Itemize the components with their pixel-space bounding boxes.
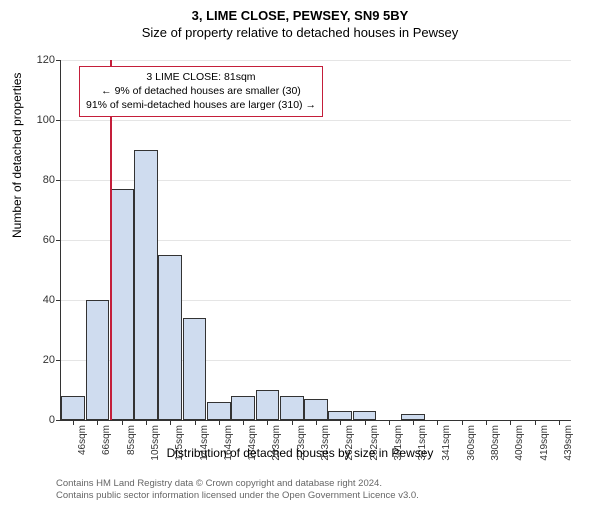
xtick-mark xyxy=(219,420,220,425)
chart-area: 02040608010012046sqm66sqm85sqm105sqm125s… xyxy=(60,60,570,420)
xtick-mark xyxy=(413,420,414,425)
annotation-box: 3 LIME CLOSE: 81sqm← 9% of detached hous… xyxy=(79,66,323,117)
gridline xyxy=(61,120,571,121)
xtick-mark xyxy=(316,420,317,425)
xtick-mark xyxy=(462,420,463,425)
plot-region: 02040608010012046sqm66sqm85sqm105sqm125s… xyxy=(60,60,571,421)
xtick-mark xyxy=(146,420,147,425)
xtick-mark xyxy=(73,420,74,425)
ytick-mark xyxy=(56,360,61,361)
gridline xyxy=(61,60,571,61)
histogram-bar xyxy=(183,318,207,420)
xtick-mark xyxy=(340,420,341,425)
ytick-label: 120 xyxy=(25,54,55,66)
xtick-mark xyxy=(437,420,438,425)
xtick-mark xyxy=(243,420,244,425)
histogram-bar xyxy=(353,411,377,420)
chart-subtitle: Size of property relative to detached ho… xyxy=(0,25,600,40)
ytick-mark xyxy=(56,300,61,301)
xtick-mark xyxy=(97,420,98,425)
ytick-mark xyxy=(56,180,61,181)
xtick-mark xyxy=(122,420,123,425)
histogram-bar xyxy=(158,255,182,420)
footer-line-2: Contains public sector information licen… xyxy=(56,490,419,502)
xtick-mark xyxy=(389,420,390,425)
histogram-bar xyxy=(231,396,255,420)
ytick-mark xyxy=(56,60,61,61)
ytick-label: 100 xyxy=(25,114,55,126)
histogram-bar xyxy=(207,402,231,420)
annotation-line: ← 9% of detached houses are smaller (30) xyxy=(86,84,316,98)
histogram-bar xyxy=(110,189,134,420)
xtick-mark xyxy=(292,420,293,425)
footer-line-1: Contains HM Land Registry data © Crown c… xyxy=(56,478,419,490)
ytick-label: 40 xyxy=(25,294,55,306)
ytick-label: 0 xyxy=(25,414,55,426)
xtick-mark xyxy=(559,420,560,425)
xtick-mark xyxy=(267,420,268,425)
xtick-mark xyxy=(535,420,536,425)
histogram-bar xyxy=(304,399,328,420)
ytick-mark xyxy=(56,420,61,421)
annotation-line: 91% of semi-detached houses are larger (… xyxy=(86,98,316,112)
histogram-bar xyxy=(86,300,110,420)
xtick-mark xyxy=(195,420,196,425)
footer-attribution: Contains HM Land Registry data © Crown c… xyxy=(56,478,419,502)
x-axis-label: Distribution of detached houses by size … xyxy=(0,446,600,460)
xtick-mark xyxy=(170,420,171,425)
ytick-label: 80 xyxy=(25,174,55,186)
ytick-label: 20 xyxy=(25,354,55,366)
y-axis-label: Number of detached properties xyxy=(10,73,24,238)
xtick-mark xyxy=(486,420,487,425)
ytick-label: 60 xyxy=(25,234,55,246)
histogram-bar xyxy=(61,396,85,420)
histogram-bar xyxy=(256,390,280,420)
xtick-mark xyxy=(510,420,511,425)
histogram-bar xyxy=(134,150,158,420)
ytick-mark xyxy=(56,120,61,121)
xtick-mark xyxy=(365,420,366,425)
annotation-line: 3 LIME CLOSE: 81sqm xyxy=(86,70,316,84)
page-title: 3, LIME CLOSE, PEWSEY, SN9 5BY xyxy=(0,8,600,23)
ytick-mark xyxy=(56,240,61,241)
histogram-bar xyxy=(280,396,304,420)
histogram-bar xyxy=(328,411,352,420)
